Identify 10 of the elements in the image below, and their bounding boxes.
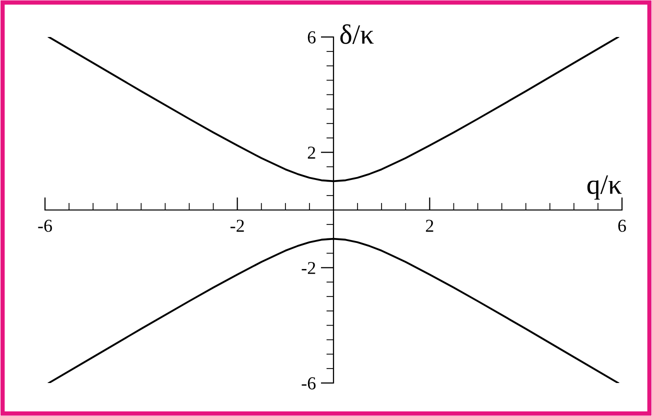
y-axis-title: δ/κ [340,24,374,44]
x-tick-label: 2 [426,220,434,232]
x-axis-title: q/κ [587,175,622,200]
y-tick-label: 2 [308,146,316,159]
x-tick-label: 6 [618,220,626,232]
y-tick-label: 6 [308,31,316,44]
y-tick-label: -6 [302,377,316,390]
x-tick-label: -2 [230,220,244,232]
y-tick-label: -2 [302,262,316,274]
x-tick-label: -6 [38,220,52,232]
